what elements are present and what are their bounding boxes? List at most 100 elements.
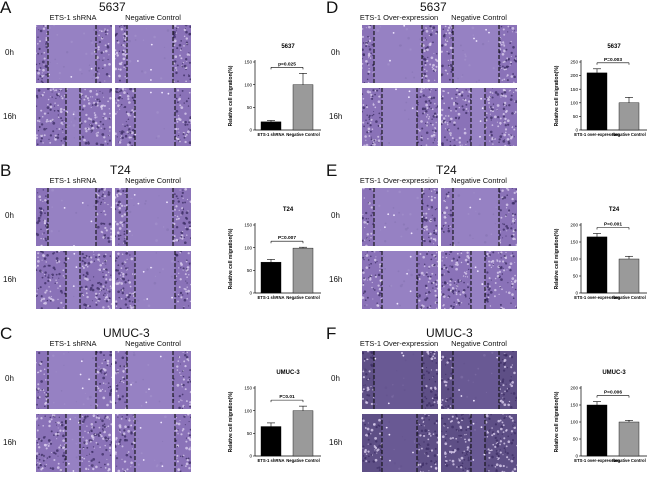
row-label-0h: 0h [5,48,14,57]
panel-letter: D [326,0,339,17]
x-category-label: Negative Control [612,295,646,300]
y-tick-label: 50 [573,437,579,442]
bar-control [618,421,640,457]
chart-svg: T24 Relative cell migration(%) 0 50 100 150 20… [554,207,647,300]
y-tick-label: 250 [570,60,578,65]
bar-control [618,102,640,131]
micrograph-control-16h [441,88,517,146]
y-tick-label: 100 [244,82,252,87]
micrograph-control-16h [115,88,191,146]
chart-ylabel: Relative cell migration(%) [228,391,234,452]
chart-title: T24 [609,207,620,213]
x-category-label: ETS-1 over-expression [574,458,620,463]
x-category-label: Negative Control [612,132,646,137]
bar-treatment [260,426,282,457]
row-label-0h: 0h [5,374,14,383]
row-label-16h: 16h [329,275,343,284]
column-label-control: Negative Control [125,13,181,22]
micrograph-control-16h [115,414,191,472]
micrograph-control-16h [441,414,517,472]
y-tick-label: 150 [570,240,578,245]
row-label-16h: 16h [329,438,343,447]
migration-bar-chart: 5637 Relative cell migration(%) 0 50 100 150 E… [225,38,325,156]
row-label-16h: 16h [3,112,17,121]
x-category-label: Negative Control [612,458,646,463]
bar-treatment [586,404,608,457]
micrograph-treatment-0h [362,351,438,409]
migration-bar-chart: UMUC-3 Relative cell migration(%) 0 50 100 15… [551,364,650,482]
chart-title: 5637 [607,44,621,50]
x-category-label: Negative Control [286,132,320,137]
y-tick-label: 50 [247,431,253,436]
micrograph-treatment-0h [36,25,112,83]
column-label-treatment: ETS-1 Over-expression [359,339,439,348]
bar-control [292,410,314,457]
panel-letter: E [326,161,338,180]
x-category-label: Negative Control [286,458,320,463]
y-tick-label: 100 [570,420,578,425]
y-tick-label: 150 [244,386,252,391]
y-tick-label: 0 [249,128,252,133]
y-tick-label: 100 [570,100,578,105]
bar-treatment [260,261,282,294]
cell-line-title: UMUC-3 [103,326,150,340]
x-category-label: ETS-1 shRNA [258,132,285,137]
micrograph-control-0h [115,351,191,409]
panel-f: F UMUC-3 ETS-1 Over-expression Negative Con… [326,324,650,488]
bar-treatment [586,236,608,294]
x-category-label: ETS-1 over-expression [574,132,620,137]
y-tick-label: 200 [570,223,578,228]
migration-bar-chart: T24 Relative cell migration(%) 0 50 100 150 ET… [225,201,325,319]
chart-ylabel: Relative cell migration(%) [228,65,234,126]
micrograph-treatment-16h [362,88,438,146]
micrograph-treatment-16h [362,251,438,309]
column-label-control: Negative Control [125,176,181,185]
x-category-label: ETS-1 shRNA [258,295,285,300]
y-tick-label: 0 [249,454,252,459]
panel-letter: A [0,0,12,17]
chart-title: UMUC-3 [276,370,300,376]
chart-svg: 5637 Relative cell migration(%) 0 50 100 150 2… [554,44,647,137]
panel-d: D 5637 ETS-1 Over-expression Negative Contr… [326,0,650,162]
cell-line-title: T24 [436,163,457,177]
migration-bar-chart: T24 Relative cell migration(%) 0 50 100 150 20… [551,201,650,319]
chart-title: 5637 [281,44,295,50]
row-label-0h: 0h [331,211,340,220]
column-label-control: Negative Control [451,339,507,348]
chart-ylabel: Relative cell migration(%) [554,65,560,126]
y-tick-label: 100 [244,408,252,413]
micrograph-treatment-16h [362,414,438,472]
panel-b: B T24 ETS-1 shRNA Negative Control 0h 16h T24 R… [0,161,325,325]
y-tick-label: 200 [570,386,578,391]
column-label-treatment: ETS-1 shRNA [49,339,97,348]
x-category-label: Negative Control [286,295,320,300]
panel-letter: C [0,324,13,343]
p-value-label: P=0.007 [278,235,296,241]
column-label-treatment: ETS-1 Over-expression [359,13,439,22]
micrograph-treatment-16h [36,414,112,472]
chart-title: UMUC-3 [602,370,626,376]
p-value-label: p=0.025 [278,61,296,67]
row-label-16h: 16h [329,112,343,121]
p-value-label: P=0.006 [604,390,622,396]
y-tick-label: 0 [575,128,578,133]
y-tick-label: 200 [570,73,578,78]
y-tick-label: 50 [573,114,579,119]
y-tick-label: 150 [244,223,252,228]
column-label-treatment: ETS-1 shRNA [49,176,97,185]
panel-c: C UMUC-3 ETS-1 shRNA Negative Control 0h 16h U… [0,324,325,488]
micrograph-control-0h [441,188,517,246]
column-label-control: Negative Control [451,13,507,22]
y-tick-label: 150 [570,403,578,408]
panel-letter: B [0,161,12,180]
x-category-label: ETS-1 over-expression [574,295,620,300]
column-label-control: Negative Control [125,339,181,348]
cell-line-title: T24 [110,163,131,177]
column-label-treatment: ETS-1 shRNA [49,13,97,22]
bar-control [292,247,314,294]
micrograph-treatment-0h [362,188,438,246]
micrograph-treatment-0h [362,25,438,83]
migration-bar-chart: UMUC-3 Relative cell migration(%) 0 50 100 15… [225,364,325,482]
bar-control [292,84,314,131]
panel-e: E T24 ETS-1 Over-expression Negative Contro… [326,161,650,325]
